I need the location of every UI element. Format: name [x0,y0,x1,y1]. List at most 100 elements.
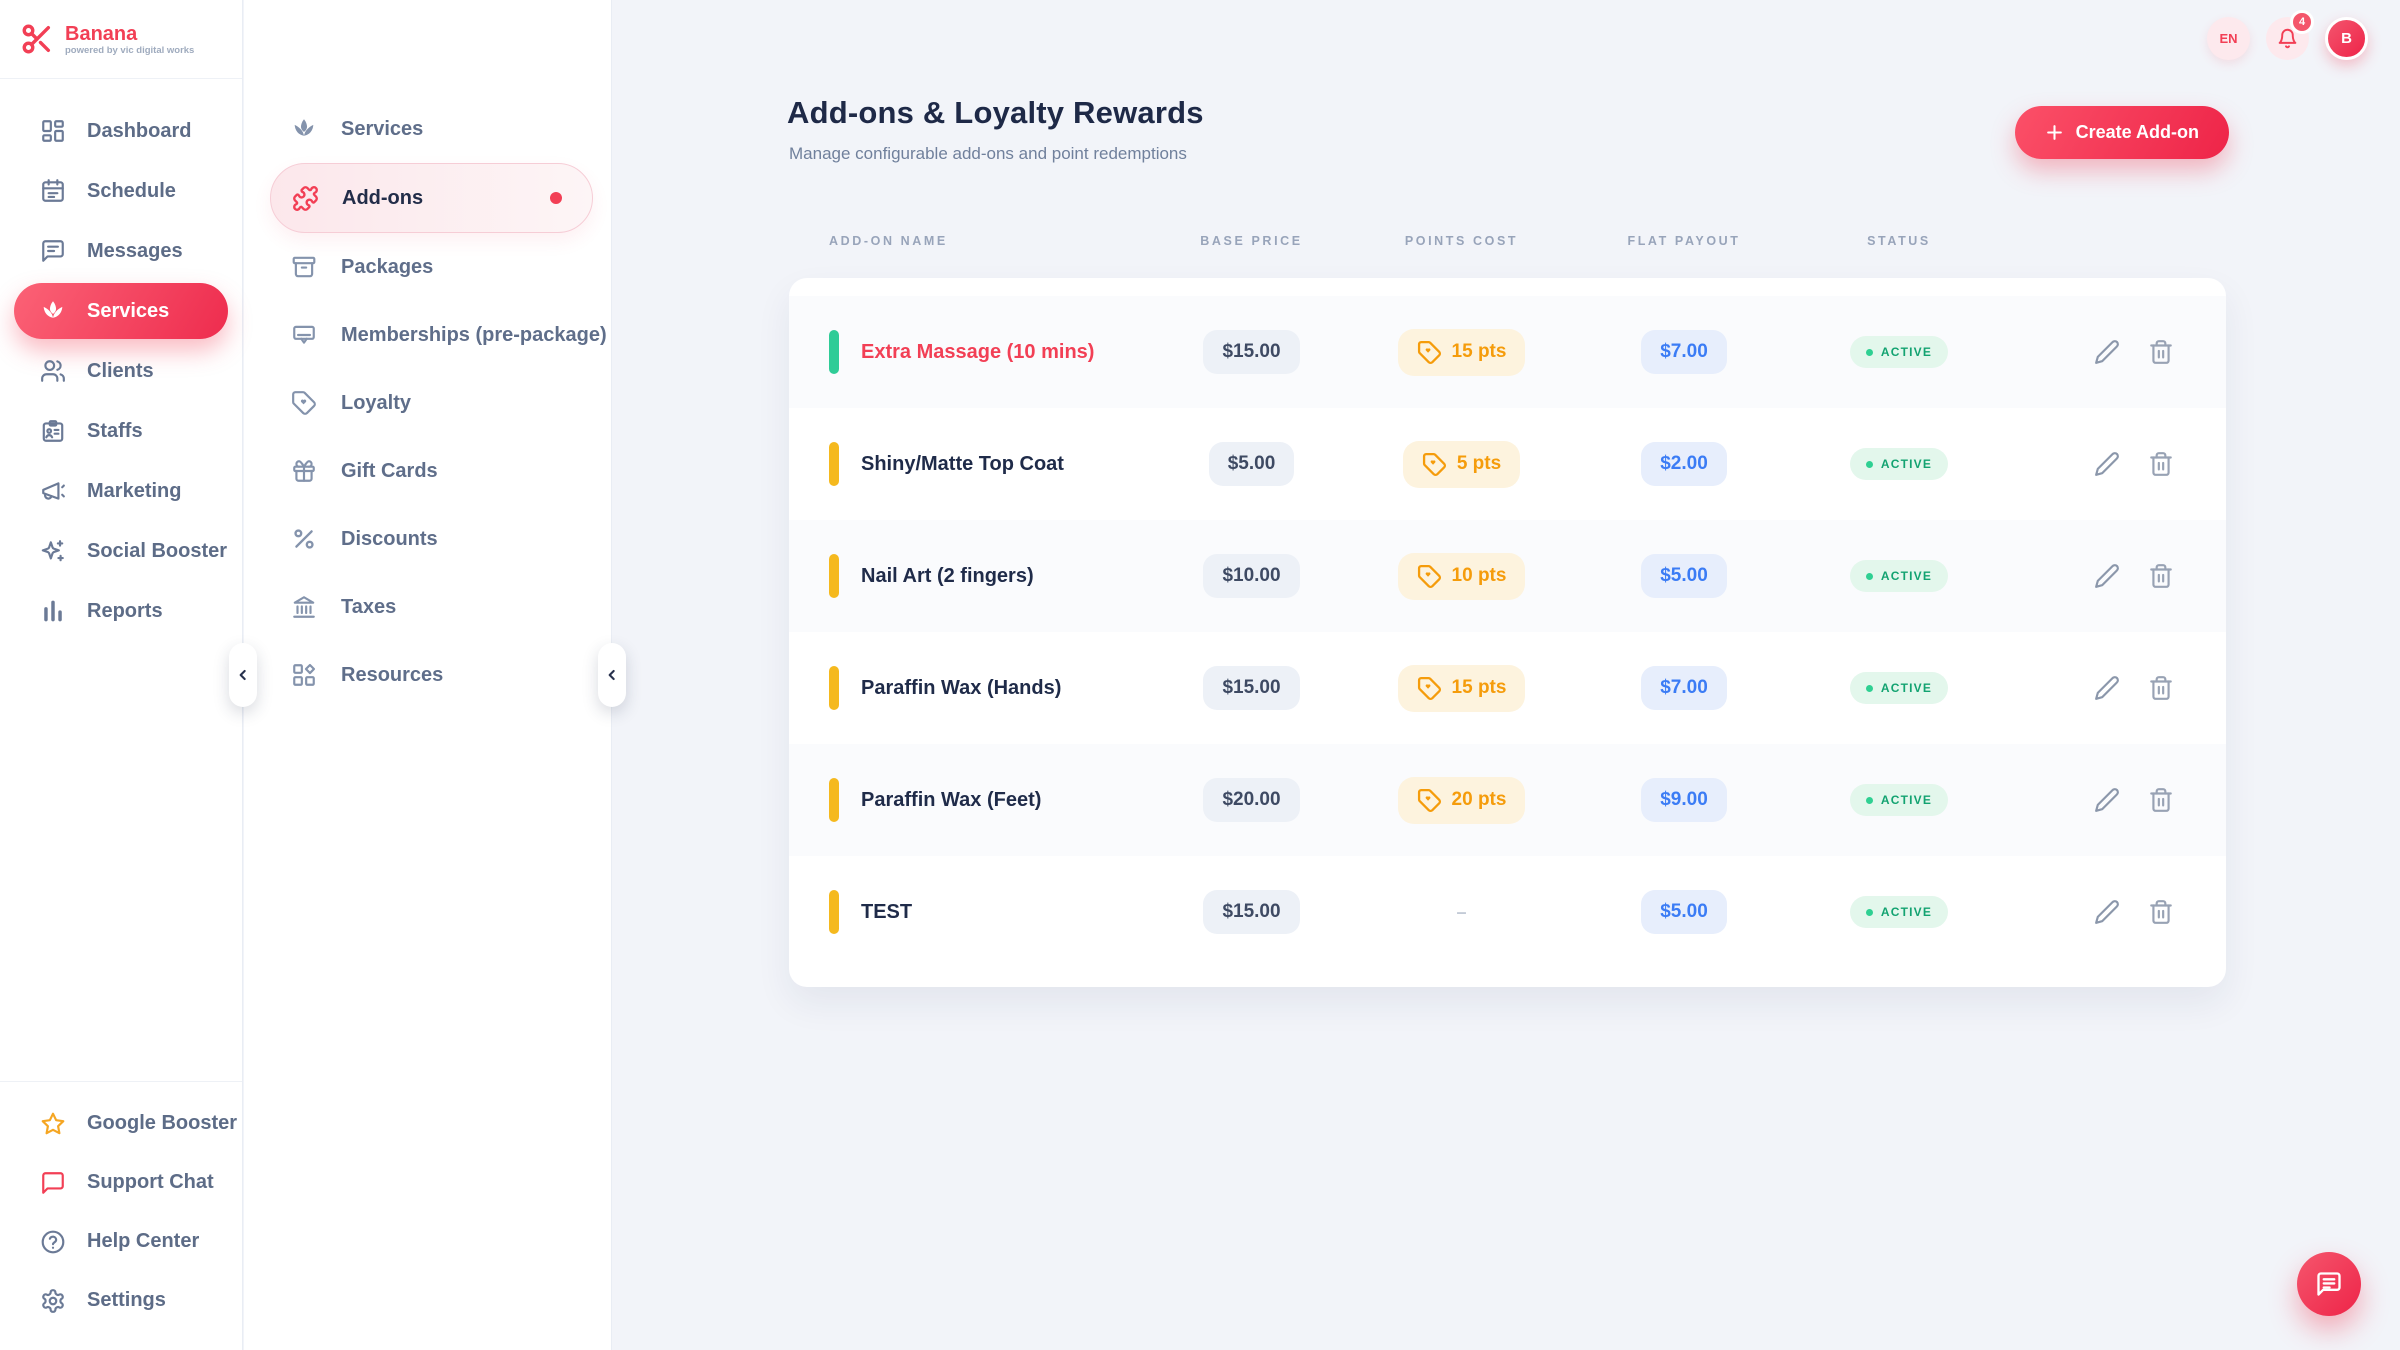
collapse-sub-sidebar-button[interactable] [598,643,626,707]
card-ribbon-icon [291,322,317,348]
subnav-item-discounts[interactable]: Discounts [244,505,611,573]
points-cost-pill: 15 pts [1397,664,1526,712]
avatar[interactable]: B [2325,17,2368,60]
gear-icon [40,1288,66,1314]
services-sub-sidebar: Services Add-ons Packages Memberships (p… [244,0,612,1350]
subnav-item-loyalty[interactable]: Loyalty [244,369,611,437]
scissors-logo-icon [20,22,54,56]
add-on-name-cell: Extra Massage (10 mins) [789,330,1169,374]
edit-button[interactable] [2094,675,2120,701]
status-dot [1865,348,1873,356]
sidebar-item-messages[interactable]: Messages [0,221,242,281]
status-badge: ACTIVE [1849,896,1949,928]
points-cost-value: 5 pts [1456,453,1502,474]
add-on-name: Nail Art (2 fingers) [861,564,1034,587]
archive-box-icon [291,254,317,280]
notification-count-badge: 4 [2290,10,2314,34]
sidebar-item-dashboard[interactable]: Dashboard [0,101,242,161]
edit-button[interactable] [2094,339,2120,365]
sidebar-item-reports[interactable]: Reports [0,581,242,641]
status-label: ACTIVE [1880,793,1933,807]
base-price-pill: $10.00 [1203,554,1300,598]
subnav-item-gift-cards[interactable]: Gift Cards [244,437,611,505]
sidebar-item-google-booster[interactable]: Google Booster [0,1094,242,1153]
subnav-item-taxes[interactable]: Taxes [244,573,611,641]
floating-chat-button[interactable] [2297,1252,2361,1316]
main-nav: Dashboard Schedule Messages Services Cli… [0,79,242,641]
row-actions [2019,339,2226,365]
edit-button[interactable] [2094,563,2120,589]
delete-button[interactable] [2148,451,2174,477]
table-row: Extra Massage (10 mins) $15.00 15 pts $7… [789,296,2226,408]
status-label: ACTIVE [1880,681,1933,695]
status-label: ACTIVE [1880,457,1933,471]
sidebar-item-staffs[interactable]: Staffs [0,401,242,461]
lotus-icon [40,298,66,324]
edit-button[interactable] [2094,899,2120,925]
sidebar-item-clients[interactable]: Clients [0,341,242,401]
percent-icon [291,526,317,552]
column-header-add-on-name: ADD-ON NAME [829,234,948,248]
status-dot [1865,908,1873,916]
sidebar-footer: Google Booster Support Chat Help Center … [0,1081,242,1340]
subnav-item-add-ons[interactable]: Add-ons [270,163,593,233]
edit-button[interactable] [2094,787,2120,813]
create-add-on-button[interactable]: Create Add-on [2014,106,2229,159]
page-subtitle: Manage configurable add-ons and point re… [789,144,1187,163]
sidebar-item-label: Messages [87,239,183,262]
sidebar-item-marketing[interactable]: Marketing [0,461,242,521]
sidebar-item-label: Reports [87,599,163,622]
points-cost-pill: 5 pts [1402,440,1521,488]
lotus-icon [291,116,317,142]
add-on-name: Extra Massage (10 mins) [861,340,1095,363]
sidebar-item-services[interactable]: Services [14,283,228,339]
calendar-icon [40,178,66,204]
table-row: TEST $15.00 – $5.00 ACTIVE [789,856,2226,968]
sidebar-item-label: Services [87,299,170,322]
sidebar-item-settings[interactable]: Settings [0,1271,242,1330]
sidebar-item-label: Settings [87,1289,166,1311]
delete-button[interactable] [2148,899,2174,925]
flat-payout-pill: $2.00 [1641,442,1727,486]
sidebar-item-schedule[interactable]: Schedule [0,161,242,221]
edit-button[interactable] [2094,451,2120,477]
subnav-item-packages[interactable]: Packages [244,233,611,301]
subnav-item-resources[interactable]: Resources [244,641,611,709]
bar-chart-icon [40,598,66,624]
subnav-item-label: Resources [341,663,444,686]
flat-payout-pill: $7.00 [1641,666,1727,710]
subnav-item-label: Discounts [341,527,438,550]
row-accent-bar [829,890,839,934]
page-title: Add-ons & Loyalty Rewards [787,95,1204,130]
tag-heart-icon [1422,452,1447,477]
sidebar-item-help-center[interactable]: Help Center [0,1212,242,1271]
row-accent-bar [829,778,839,822]
flat-payout-pill: $7.00 [1641,330,1727,374]
sidebar-item-social-booster[interactable]: Social Booster [0,521,242,581]
row-accent-bar [829,442,839,486]
delete-button[interactable] [2148,787,2174,813]
plus-icon [2045,123,2064,142]
message-icon [40,238,66,264]
notifications-button[interactable]: 4 [2266,10,2314,60]
collapse-main-sidebar-button[interactable] [229,643,257,707]
sidebar-item-label: Dashboard [87,119,192,142]
table-header-row: ADD-ON NAME BASE PRICE POINTS COST FLAT … [789,234,2226,248]
delete-button[interactable] [2148,339,2174,365]
delete-button[interactable] [2148,563,2174,589]
add-on-name: Paraffin Wax (Feet) [861,788,1042,811]
language-selector[interactable]: EN [2207,17,2250,60]
bell-icon [2277,28,2298,49]
subnav-item-label: Loyalty [341,391,412,414]
status-badge: ACTIVE [1849,336,1949,368]
add-on-name-cell: TEST [789,890,1169,934]
sidebar-item-support-chat[interactable]: Support Chat [0,1153,242,1212]
add-on-name-cell: Shiny/Matte Top Coat [789,442,1169,486]
delete-button[interactable] [2148,675,2174,701]
subnav-item-memberships[interactable]: Memberships (pre-package) [244,301,611,369]
tag-heart-icon [1417,340,1442,365]
gift-icon [291,458,317,484]
points-cost-empty: – [1456,901,1467,922]
points-cost-pill: 15 pts [1397,328,1526,376]
subnav-item-services[interactable]: Services [244,95,611,163]
